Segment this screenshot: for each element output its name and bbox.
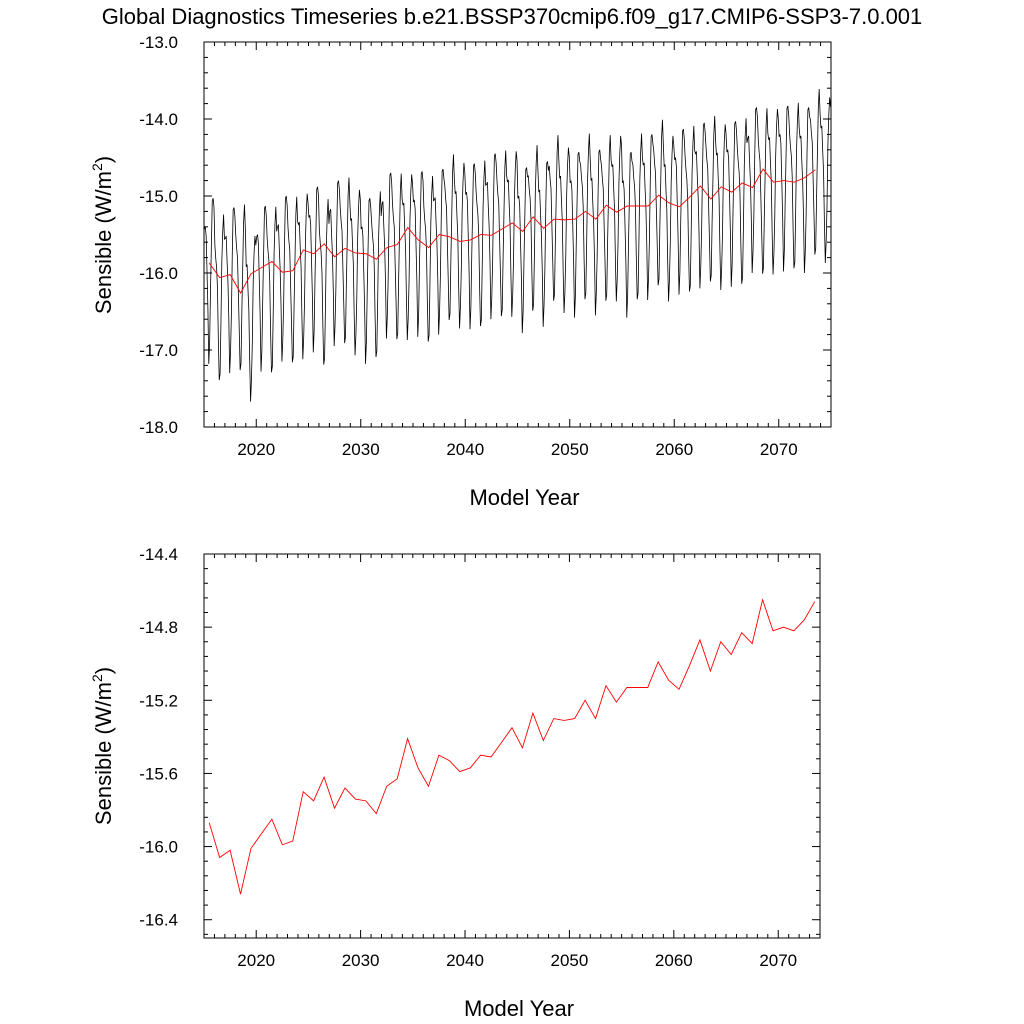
y-tick-label: -18.0 bbox=[139, 418, 178, 437]
y-tick-label: -14.8 bbox=[139, 618, 178, 637]
y-axis-title: Sensible (W/m2) bbox=[89, 156, 116, 314]
y-axis-title-close: ) bbox=[91, 667, 116, 674]
y-tick-label: -14.4 bbox=[139, 545, 178, 564]
y-tick-label: -16.0 bbox=[139, 838, 178, 857]
chart-panel-1: 2020 2030 2040 2050 2060 2070 -13.0 -14.0 -15.0 -… bbox=[89, 33, 832, 510]
plot-frame bbox=[203, 553, 821, 939]
x-tick-label: 2050 bbox=[551, 951, 589, 970]
y-tick-label: -15.6 bbox=[139, 764, 178, 783]
chart-panel-2: 2020 2030 2040 2050 2060 2070 -14.4 -14.8 -15.2 -… bbox=[89, 545, 821, 1021]
y-axis-title-main: Sensible (W/m bbox=[91, 171, 116, 314]
y-tick-label: -15.0 bbox=[139, 187, 178, 206]
y-tick-label: -15.2 bbox=[139, 691, 178, 710]
y-axis-title-superscript: 2 bbox=[89, 163, 105, 171]
x-tick-label: 2050 bbox=[551, 440, 589, 459]
y-axis-title-superscript: 2 bbox=[89, 674, 105, 682]
annual-mean-line bbox=[208, 598, 816, 895]
x-tick-label: 2030 bbox=[342, 440, 380, 459]
x-tick-label: 2020 bbox=[237, 951, 275, 970]
figure-title: Global Diagnostics Timeseries b.e21.BSSP… bbox=[102, 4, 923, 29]
y-tick-label: -14.0 bbox=[139, 110, 178, 129]
x-tick-label: 2070 bbox=[759, 951, 797, 970]
annual-mean-line bbox=[208, 168, 816, 294]
x-axis-title: Model Year bbox=[464, 996, 574, 1021]
x-axis-title: Model Year bbox=[469, 485, 579, 510]
x-tick-label: 2060 bbox=[655, 440, 693, 459]
plot-frame bbox=[203, 41, 832, 428]
y-axis-title-close: ) bbox=[91, 156, 116, 163]
x-tick-label: 2070 bbox=[760, 440, 798, 459]
y-tick-label: -17.0 bbox=[139, 341, 178, 360]
x-tick-label: 2040 bbox=[446, 440, 484, 459]
x-tick-label: 2020 bbox=[237, 440, 275, 459]
x-tick-label: 2060 bbox=[655, 951, 693, 970]
y-axis-title: Sensible (W/m2) bbox=[89, 667, 116, 825]
y-tick-label: -16.4 bbox=[139, 911, 178, 930]
x-tick-label: 2030 bbox=[342, 951, 380, 970]
x-tick-label: 2040 bbox=[446, 951, 484, 970]
y-tick-label: -16.0 bbox=[139, 264, 178, 283]
monthly-series-line bbox=[204, 88, 831, 402]
y-axis-title-main: Sensible (W/m bbox=[91, 682, 116, 825]
y-tick-label: -13.0 bbox=[139, 33, 178, 52]
